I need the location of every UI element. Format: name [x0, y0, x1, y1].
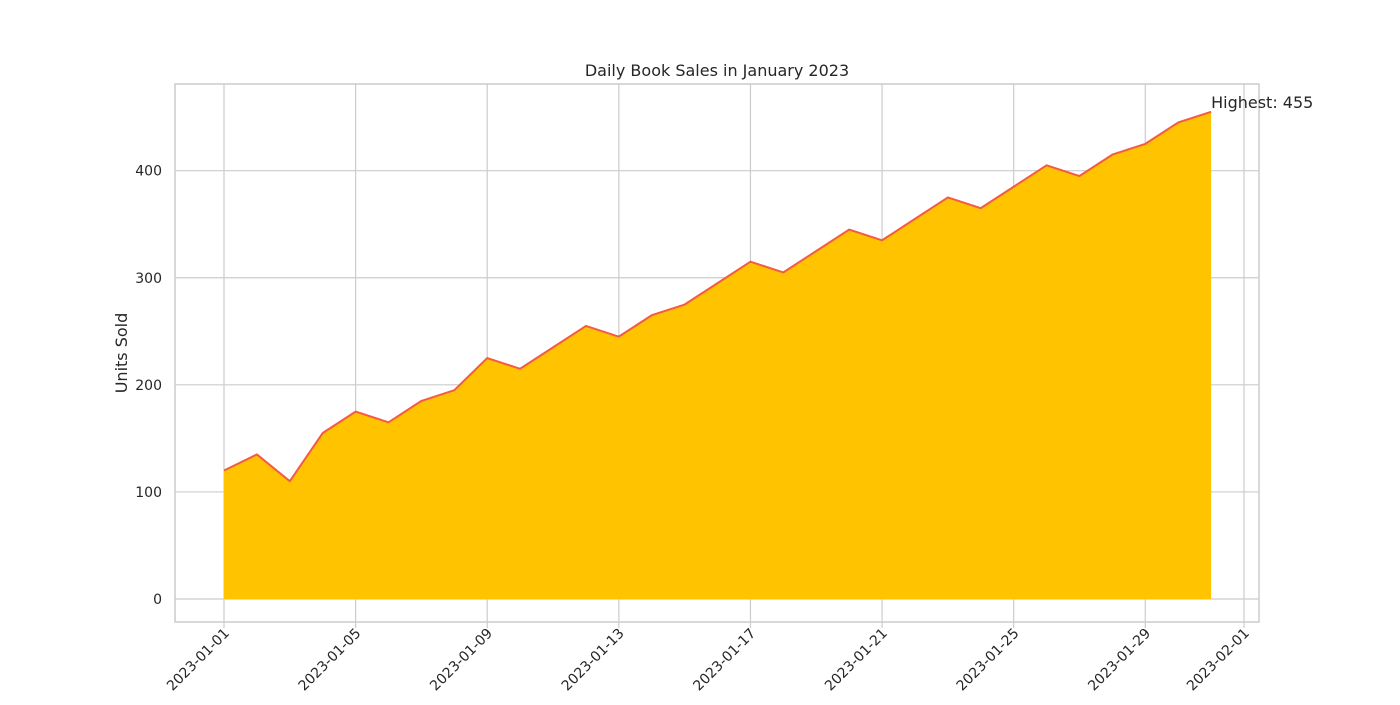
y-axis-ticks: 0 100 200 300 400: [135, 164, 162, 608]
x-tick-label: 2023-01-09: [427, 626, 496, 695]
x-tick-label: 2023-01-05: [296, 626, 365, 695]
x-tick-label: 2023-01-21: [822, 626, 891, 695]
x-tick-label: 2023-01-17: [690, 626, 759, 695]
y-tick-label: 400: [135, 164, 162, 180]
x-axis-ticks: 2023-01-01 2023-01-05 2023-01-09 2023-01-13…: [164, 622, 1253, 694]
y-tick-label: 100: [135, 485, 162, 501]
series-line: [223, 110, 1212, 483]
x-tick-label: 2023-01-13: [559, 626, 628, 695]
area-fill: [224, 111, 1212, 599]
x-tick-label: 2023-01-25: [954, 626, 1023, 695]
y-tick-label: 0: [153, 592, 162, 608]
area-series: [223, 110, 1212, 599]
y-tick-label: 300: [135, 271, 162, 287]
x-tick-label: 2023-01-01: [164, 626, 233, 695]
y-axis-label: Units Sold: [112, 313, 131, 394]
x-tick-label: 2023-02-01: [1184, 626, 1253, 695]
peak-annotation: Highest: 455: [1211, 93, 1313, 112]
plot-frame: [174, 83, 1260, 623]
x-tick-label: 2023-01-29: [1085, 626, 1154, 695]
chart-title: Daily Book Sales in January 2023: [585, 61, 849, 80]
y-tick-label: 200: [135, 378, 162, 394]
